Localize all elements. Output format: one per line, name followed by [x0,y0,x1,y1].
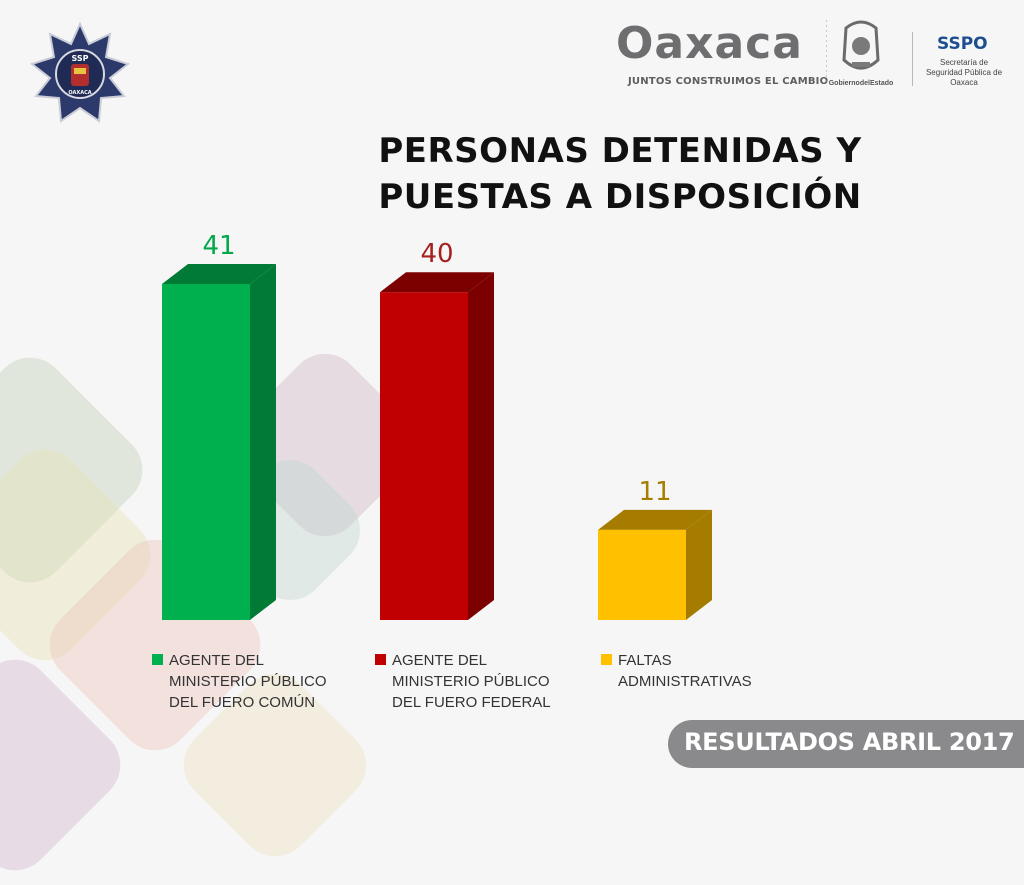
bar-value-label: 11 [638,477,671,507]
bar-value-label: 40 [420,239,453,269]
bar-top [162,264,276,284]
legend-swatch [601,654,612,665]
bar-chart: 41 40 11 [162,231,712,620]
bar-side [468,272,494,620]
brand-name: Oaxaca [616,18,803,69]
oaxaca-brand-logo: Oaxaca JUNTOS CONSTRUIMOS EL CAMBIO [610,18,828,90]
results-period-label: RESULTADOS ABRIL 2017 [684,728,1015,756]
badge-subtext: OAXACA [68,90,91,96]
legend-swatch [375,654,386,665]
seal-caption: GobiernodelEstado [828,80,894,87]
header: SSP OAXACA Oaxaca JUNTOS CONSTRUIMOS EL … [0,0,1024,130]
badge-text: SSP [71,54,88,63]
brand-tagline: JUNTOS CONSTRUIMOS EL CAMBIO [628,76,829,87]
legend-label: AGENTE DEL MINISTERIO PÚBLICO DEL FUERO … [392,652,551,711]
bar-side [250,264,276,620]
legend-item: AGENTE DEL MINISTERIO PÚBLICO DEL FUERO … [375,650,585,716]
legend-label: FALTAS ADMINISTRATIVAS [618,652,752,690]
results-banner: RESULTADOS ABRIL 2017 [668,720,1024,768]
legend-item: FALTAS ADMINISTRATIVAS [601,650,811,716]
bar [162,284,250,620]
bar [598,529,686,620]
legend-swatch [152,654,163,665]
sspo-logo: SSPO Secretaría de Seguridad Pública de … [912,32,1013,87]
bar-value-label: 41 [202,231,235,261]
police-badge-icon: SSP OAXACA [29,22,131,123]
bar-side [686,509,712,620]
legend-label: AGENTE DEL MINISTERIO PÚBLICO DEL FUERO … [169,652,327,711]
bar-top [598,509,712,530]
chart-title: PERSONAS DETENIDAS Y PUESTAS A DISPOSICI… [378,131,862,217]
state-seal-icon [826,20,880,84]
agency-acronym: SSPO [937,34,988,54]
bar-top [380,272,494,293]
agency-name: Secretaría de Seguridad Pública de Oaxac… [925,58,1003,87]
bar [380,292,468,620]
legend-item: AGENTE DEL MINISTERIO PÚBLICO DEL FUERO … [152,650,362,716]
